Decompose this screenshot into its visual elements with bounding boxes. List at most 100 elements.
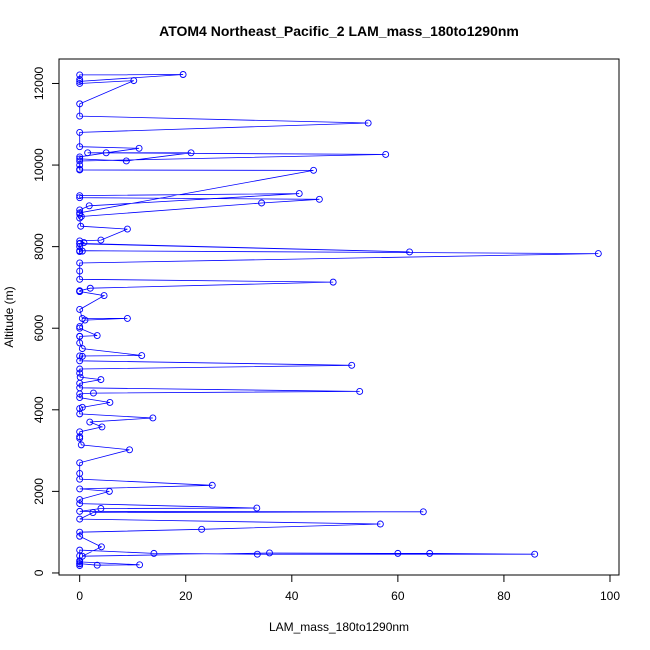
data-point xyxy=(150,549,158,557)
data-point xyxy=(76,428,84,436)
data-point xyxy=(76,214,84,222)
data-point xyxy=(78,314,86,322)
data-point xyxy=(78,345,86,353)
data-point xyxy=(76,515,84,523)
data-point xyxy=(76,143,84,151)
data-point xyxy=(364,119,372,127)
y-tick-label: 12000 xyxy=(32,66,46,100)
data-point xyxy=(76,259,84,267)
data-point xyxy=(179,71,187,78)
x-tick-label: 20 xyxy=(179,589,193,603)
data-point xyxy=(97,543,105,551)
data-point xyxy=(86,418,94,426)
series-group xyxy=(76,71,602,570)
data-point xyxy=(76,275,84,283)
data-point xyxy=(76,128,84,136)
data-point xyxy=(100,292,108,300)
data-point xyxy=(93,561,101,569)
data-point xyxy=(78,552,86,560)
data-point xyxy=(594,250,602,258)
data-point xyxy=(76,369,84,377)
data-point xyxy=(123,225,131,233)
x-tick-label: 100 xyxy=(600,589,620,603)
data-point xyxy=(77,441,85,449)
data-point xyxy=(106,399,114,406)
data-point xyxy=(76,332,84,340)
data-point xyxy=(76,410,84,418)
data-point xyxy=(208,481,216,489)
data-point xyxy=(187,149,195,157)
data-point xyxy=(76,469,84,477)
data-point xyxy=(76,155,84,163)
data-point xyxy=(406,248,413,256)
data-point xyxy=(266,549,273,557)
data-point xyxy=(356,387,364,395)
data-point xyxy=(76,306,84,313)
data-point xyxy=(123,314,131,322)
data-point xyxy=(76,157,84,165)
data-point xyxy=(382,150,390,158)
data-point xyxy=(126,446,133,454)
data-point xyxy=(76,485,84,493)
x-tick-label: 0 xyxy=(76,589,83,603)
data-point xyxy=(76,209,84,217)
data-point xyxy=(76,267,84,275)
data-point xyxy=(105,487,113,495)
data-point xyxy=(295,190,303,198)
data-point xyxy=(76,287,84,295)
y-tick-label: 2000 xyxy=(32,478,46,505)
data-point xyxy=(80,239,88,247)
data-point xyxy=(310,166,317,174)
data-point xyxy=(76,112,84,120)
data-point xyxy=(76,77,84,85)
data-point xyxy=(329,278,337,286)
y-axis-label: Altitude (m) xyxy=(2,286,16,347)
data-point xyxy=(253,550,261,558)
data-point xyxy=(76,206,84,214)
data-point xyxy=(76,507,84,515)
data-point xyxy=(76,153,84,161)
data-point xyxy=(426,549,434,557)
y-tick-label: 6000 xyxy=(32,315,46,342)
x-axis-label: LAM_mass_180to1290nm xyxy=(269,620,409,634)
data-point xyxy=(348,361,356,369)
x-axis: 0 20 40 60 80 100 xyxy=(76,574,620,603)
y-tick-label: 0 xyxy=(32,569,46,576)
data-point xyxy=(138,352,146,359)
series-line xyxy=(79,74,599,566)
data-point xyxy=(102,149,110,157)
data-point xyxy=(149,414,157,422)
data-point xyxy=(98,423,106,431)
data-point xyxy=(85,202,93,210)
x-tick-label: 40 xyxy=(285,589,299,603)
data-point xyxy=(76,80,84,87)
data-point xyxy=(76,240,84,248)
data-point xyxy=(135,144,143,152)
data-point xyxy=(130,77,138,85)
data-point xyxy=(76,100,84,108)
data-point xyxy=(76,373,84,381)
data-point xyxy=(89,509,97,517)
x-tick-label: 60 xyxy=(391,589,405,603)
data-point xyxy=(76,192,84,200)
plot-frame xyxy=(58,58,620,576)
x-tick-label: 80 xyxy=(497,589,511,603)
y-tick-label: 8000 xyxy=(32,233,46,260)
data-point xyxy=(77,222,85,230)
data-point xyxy=(531,550,539,558)
data-point xyxy=(76,560,84,568)
data-point xyxy=(78,403,86,411)
data-point xyxy=(76,194,84,202)
data-point xyxy=(122,157,130,165)
data-point xyxy=(76,323,84,331)
y-tick-label: 10000 xyxy=(32,148,46,182)
data-point xyxy=(97,376,105,384)
data-point xyxy=(394,549,402,557)
y-tick-label: 4000 xyxy=(32,396,46,423)
data-point xyxy=(76,165,84,173)
data-point xyxy=(86,284,94,292)
data-point xyxy=(97,236,105,244)
data-point xyxy=(76,433,84,441)
data-point xyxy=(76,339,84,347)
data-point xyxy=(97,505,105,512)
